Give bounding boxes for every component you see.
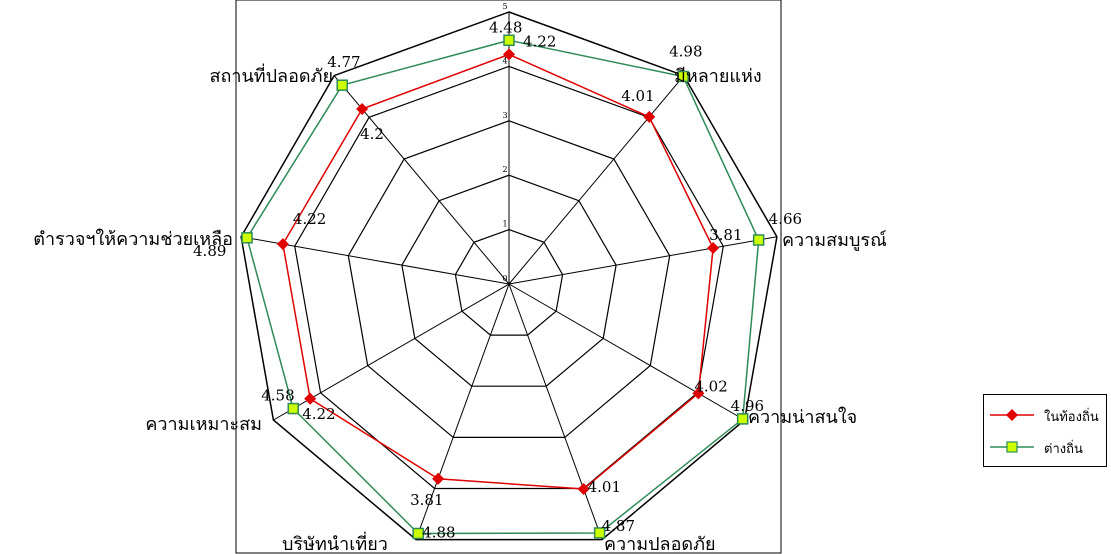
category-label: ความปลอดภัย <box>604 534 716 554</box>
category-label: บริษัทนำเที่ยว <box>282 531 388 554</box>
category-label: ความน่าสนใจ <box>748 406 857 428</box>
data-point-diamond <box>304 392 317 405</box>
data-label: 4.66 <box>769 210 802 228</box>
data-point-square <box>677 70 689 83</box>
grid-ring-5 <box>240 11 778 541</box>
data-point-diamond <box>707 242 720 255</box>
grid-spoke <box>508 75 685 285</box>
series-line-0 <box>282 53 714 490</box>
legend-item-nonlocal: ต่างถิ่น <box>990 437 1083 457</box>
category-label: ตำรวจฯให้ความช่วยเหลือ <box>33 228 233 250</box>
data-point-square <box>752 234 765 246</box>
data-label: 4.96 <box>731 397 764 415</box>
data-point-diamond <box>577 482 590 495</box>
legend: ในท้องถิ่น ต่างถิ่น <box>983 394 1107 467</box>
data-label: 3.81 <box>410 491 443 509</box>
data-point-diamond <box>643 110 656 123</box>
grid-spoke <box>508 283 745 421</box>
data-label: 4.2 <box>360 125 384 143</box>
data-label: 3.81 <box>709 226 742 244</box>
data-label: 4.22 <box>293 210 326 228</box>
grid-ring-3 <box>347 120 671 438</box>
data-point-square <box>593 527 606 539</box>
legend-swatch-local <box>990 409 1034 421</box>
data-label: 4.58 <box>261 387 294 405</box>
radial-tick-label: 5 <box>502 2 507 11</box>
radial-tick-label: 3 <box>502 111 507 120</box>
radar-series <box>241 34 765 540</box>
legend-swatch-nonlocal <box>990 441 1034 453</box>
series-line-1 <box>246 39 760 535</box>
grid-ring-2 <box>401 174 617 387</box>
data-label: 4.22 <box>523 32 556 50</box>
data-labels: 4.22 4.01 3.81 4.02 4.01 3.81 4.22 4.22 4.2 4.48 4… <box>193 18 802 541</box>
data-point-square <box>412 527 424 540</box>
category-labels: มีหลายแห่งความสมบูรณ์ความน่าสนใจความปลอด… <box>33 63 887 554</box>
radial-tick-label: 1 <box>502 220 507 229</box>
plot-frame <box>235 0 782 554</box>
grid-ring-1 <box>454 228 564 336</box>
data-label: 4.88 <box>422 523 455 541</box>
data-label: 4.89 <box>193 242 226 260</box>
grid-ring-4 <box>294 65 724 490</box>
data-label: 4.01 <box>621 87 654 105</box>
data-point-square <box>287 402 299 415</box>
data-point-square <box>241 232 253 244</box>
data-point-square <box>503 34 515 47</box>
data-point-diamond <box>503 48 515 61</box>
grid-spoke <box>508 236 777 285</box>
data-label: 4.01 <box>588 478 621 496</box>
data-label: 4.87 <box>602 517 635 535</box>
data-point-diamond <box>692 387 705 400</box>
category-label: ความเหมาะสม <box>145 414 262 435</box>
data-label: 4.02 <box>694 377 727 395</box>
data-label: 4.77 <box>327 53 360 71</box>
data-point-square <box>736 413 749 425</box>
grid-spoke <box>415 283 510 540</box>
category-label: มีหลายแห่ง <box>674 66 762 87</box>
data-point-diamond <box>276 238 289 251</box>
data-point-diamond <box>432 472 445 485</box>
radial-tick-label: 2 <box>502 165 507 174</box>
data-label: 4.98 <box>669 42 702 60</box>
data-label: 4.22 <box>302 405 335 423</box>
data-point-square <box>336 79 348 91</box>
grid-spoke <box>508 283 603 540</box>
data-label: 4.48 <box>489 18 522 36</box>
radial-tick-label: 0 <box>502 274 507 283</box>
radial-tick-label: 4 <box>502 56 507 65</box>
legend-item-local: ในท้องถิ่น <box>990 405 1099 425</box>
category-label: ความสมบูรณ์ <box>782 230 887 251</box>
legend-label-nonlocal: ต่างถิ่น <box>1044 442 1083 457</box>
legend-label-local: ในท้องถิ่น <box>1044 410 1099 425</box>
category-label: สถานที่ปลอดภัย <box>209 63 333 87</box>
data-point-diamond <box>356 102 369 115</box>
